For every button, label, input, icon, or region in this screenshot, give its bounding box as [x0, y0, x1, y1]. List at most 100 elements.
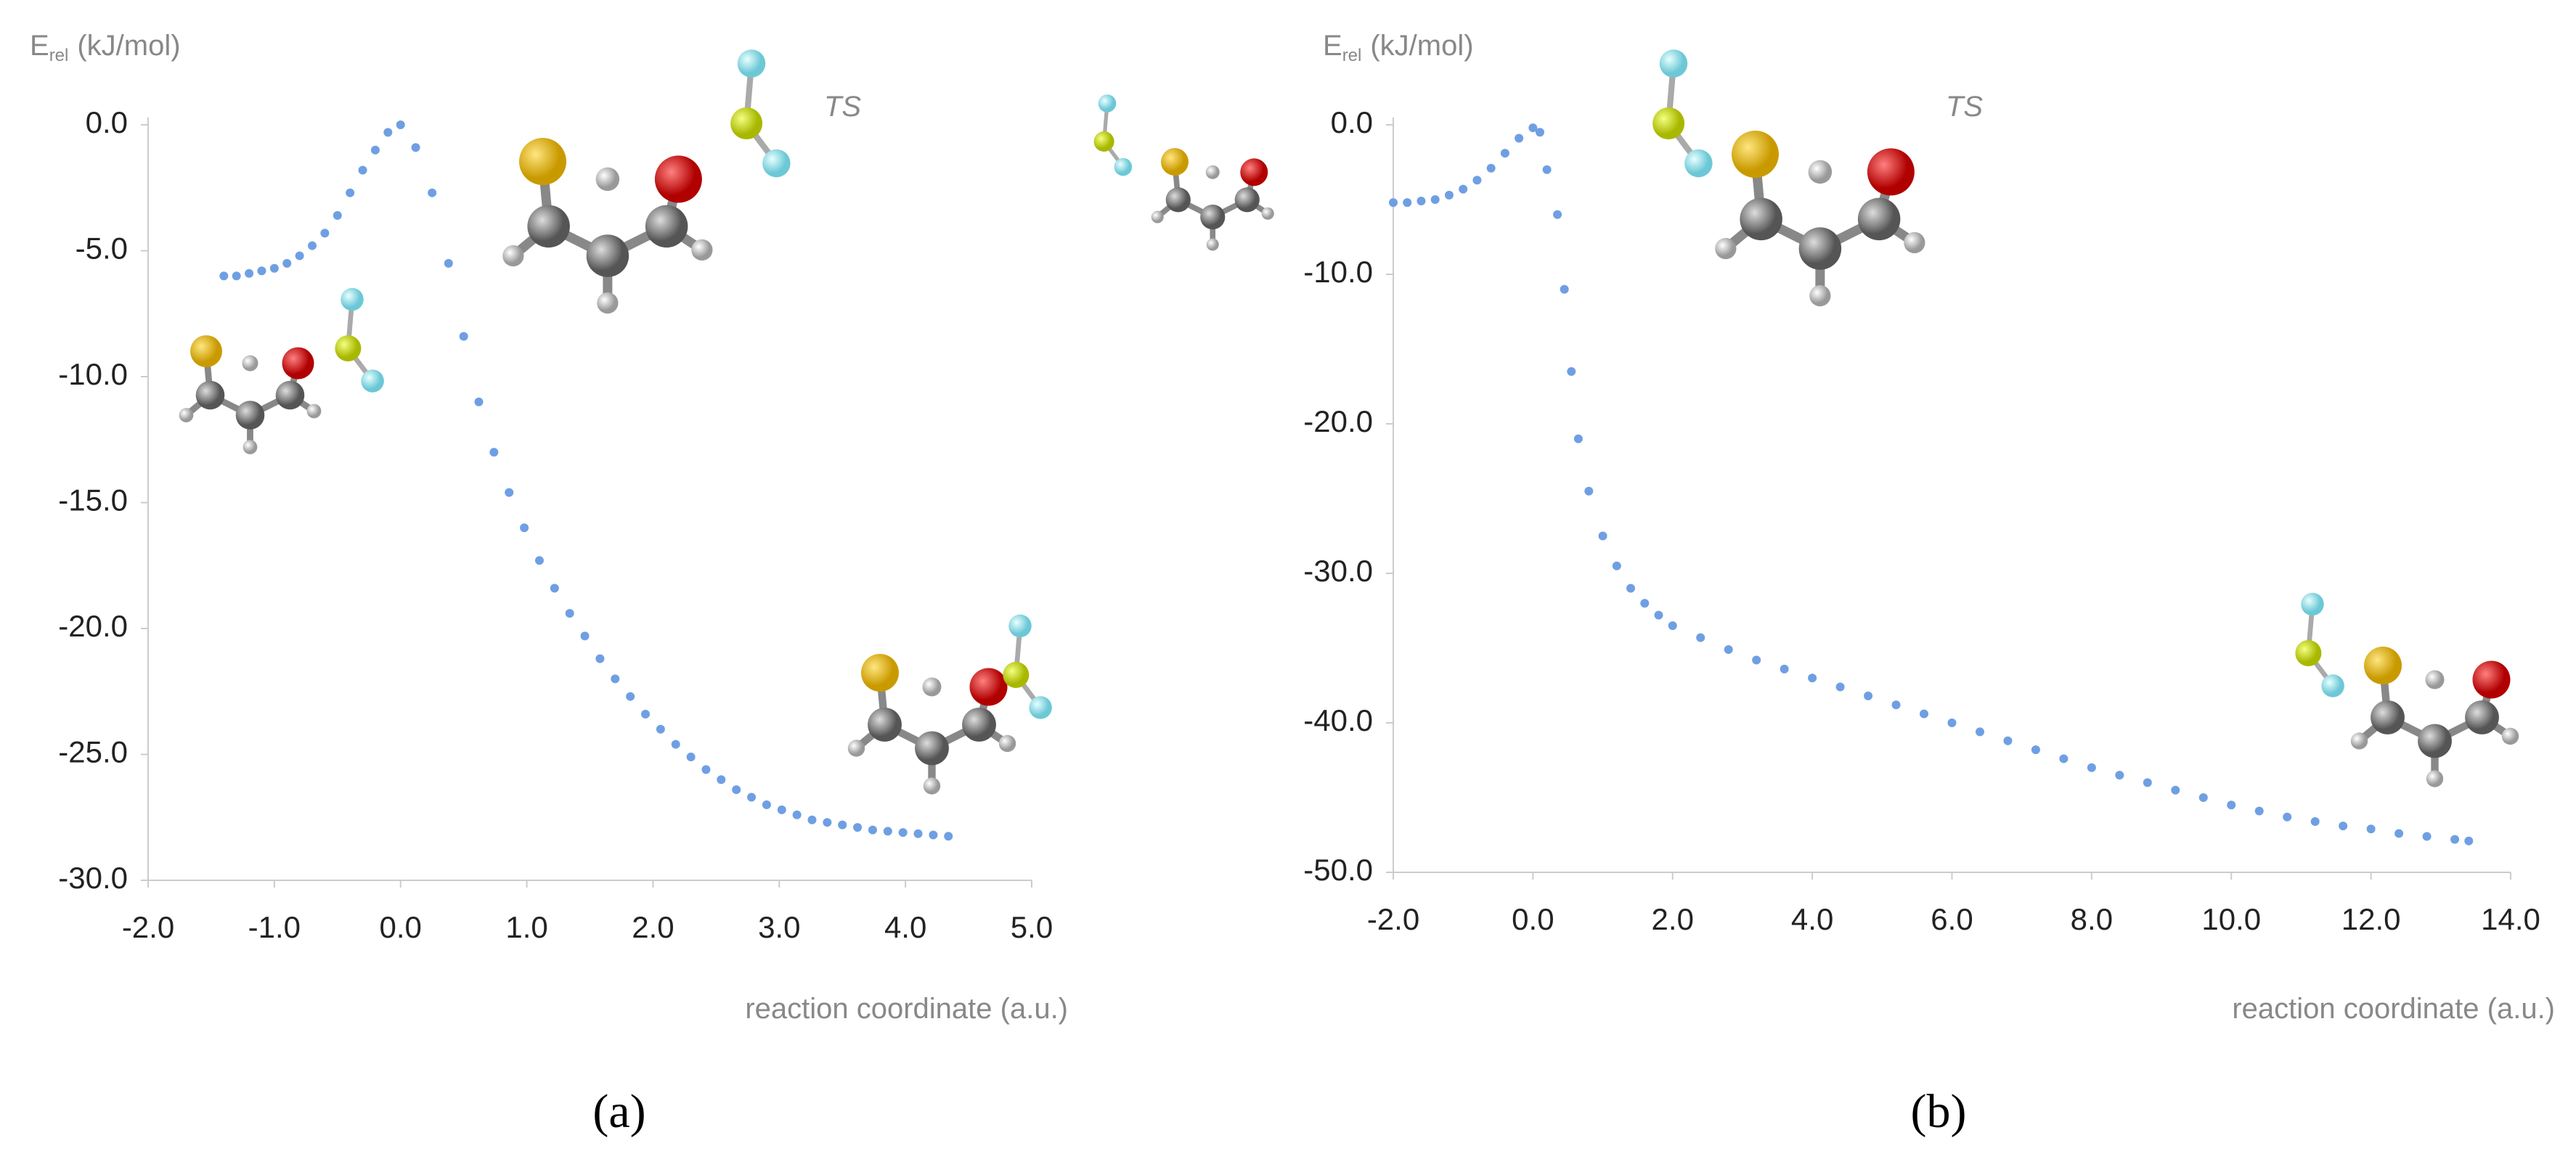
x-tick-label: 14.0 — [2481, 902, 2540, 936]
data-point — [232, 271, 241, 281]
data-point — [520, 523, 529, 533]
y-tick-label: 0.0 — [1331, 105, 1373, 139]
data-point — [295, 251, 304, 261]
data-point — [2394, 829, 2404, 838]
data-point — [2450, 835, 2460, 844]
data-point — [1444, 190, 1454, 200]
data-point — [1542, 165, 1552, 174]
data-point — [823, 818, 832, 827]
data-point — [320, 229, 330, 238]
data-point — [580, 631, 590, 641]
y-tick-label: -5.0 — [76, 232, 128, 266]
data-point — [1515, 134, 1524, 143]
data-point — [550, 583, 559, 593]
annotation: TS — [1946, 91, 1983, 123]
data-point — [853, 823, 863, 832]
data-point — [257, 266, 266, 276]
data-point — [2283, 812, 2292, 822]
x-axis-label: reaction coordinate (a.u.) — [2232, 993, 2555, 1025]
data-point — [792, 810, 802, 819]
y-label-subscript: rel — [49, 46, 69, 65]
x-tick-label: 5.0 — [1011, 910, 1053, 944]
data-point — [2031, 745, 2040, 755]
data-point — [1780, 664, 1789, 673]
data-point — [1612, 561, 1621, 570]
data-point — [2143, 778, 2152, 787]
data-point — [1752, 655, 1761, 665]
data-point — [1668, 621, 1677, 631]
x-tick-label: 6.0 — [1931, 902, 1973, 936]
data-point — [2171, 785, 2180, 795]
x-tick-label: -1.0 — [248, 910, 301, 944]
caption: (b) — [1911, 1085, 1967, 1138]
data-point — [717, 775, 726, 785]
data-point — [1920, 709, 1929, 718]
data-point — [1626, 583, 1636, 593]
data-point — [1417, 197, 1426, 206]
data-point — [807, 815, 817, 824]
data-point — [505, 488, 514, 497]
data-point — [1553, 210, 1562, 219]
data-point — [459, 332, 468, 341]
data-point — [2254, 806, 2264, 816]
data-point — [1573, 434, 1583, 443]
data-point — [396, 120, 405, 129]
data-point — [1640, 599, 1650, 608]
data-point — [1864, 691, 1873, 700]
y-tick-label: -50.0 — [1303, 853, 1373, 887]
y-tick-label: -20.0 — [1303, 404, 1373, 438]
data-point — [1598, 531, 1607, 541]
data-point — [1835, 682, 1845, 692]
x-tick-label: 12.0 — [2341, 902, 2401, 936]
data-point — [2227, 800, 2236, 810]
y-tick-label: -25.0 — [58, 735, 128, 769]
x-axis-label: reaction coordinate (a.u.) — [745, 993, 1068, 1025]
data-point — [1528, 123, 1538, 133]
data-point — [534, 556, 544, 565]
y-tick-label: 0.0 — [86, 105, 128, 139]
data-point — [898, 828, 908, 837]
data-point — [2087, 763, 2096, 772]
data-point — [611, 674, 620, 684]
data-point — [686, 752, 696, 761]
data-point — [1459, 184, 1468, 194]
y-label-symbol: E — [1323, 30, 1342, 62]
data-point — [2464, 836, 2474, 845]
x-tick-label: 2.0 — [632, 910, 674, 944]
data-point — [308, 241, 317, 250]
x-tick-label: 8.0 — [2071, 902, 2113, 936]
data-point — [732, 785, 741, 795]
data-point — [1584, 486, 1594, 496]
data-point — [1430, 195, 1440, 204]
data-point — [2422, 832, 2432, 841]
x-tick-label: 0.0 — [1512, 902, 1554, 936]
data-point — [762, 800, 771, 809]
data-point — [2115, 771, 2124, 780]
data-point — [444, 258, 453, 268]
y-axis-label: Erel (kJ/mol) — [30, 30, 181, 65]
data-point — [656, 724, 665, 734]
x-tick-label: -2.0 — [122, 910, 174, 944]
data-point — [1696, 633, 1705, 642]
data-point — [346, 188, 355, 197]
x-tick-label: 10.0 — [2201, 902, 2261, 936]
data-point — [1808, 673, 1817, 683]
data-point — [671, 740, 680, 749]
y-tick-label: -10.0 — [58, 357, 128, 391]
data-point — [1472, 176, 1482, 185]
x-tick-label: 4.0 — [884, 910, 926, 944]
data-point — [2198, 793, 2208, 802]
x-tick-label: 0.0 — [380, 910, 422, 944]
data-point — [868, 825, 877, 835]
y-tick-label: -20.0 — [58, 609, 128, 643]
x-tick-label: -2.0 — [1367, 902, 1419, 936]
data-point — [626, 692, 635, 701]
data-point — [2003, 736, 2013, 745]
data-point — [640, 709, 650, 718]
data-point — [777, 805, 786, 814]
data-point — [929, 830, 938, 840]
y-axis-label: Erel (kJ/mol) — [1323, 30, 1474, 65]
caption: (a) — [592, 1085, 645, 1138]
data-point — [1403, 198, 1412, 208]
x-tick-label: 2.0 — [1652, 902, 1694, 936]
